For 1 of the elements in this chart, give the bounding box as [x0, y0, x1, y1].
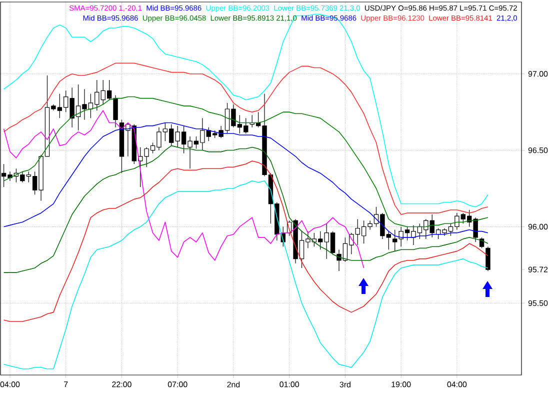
candlestick — [113, 94, 118, 128]
